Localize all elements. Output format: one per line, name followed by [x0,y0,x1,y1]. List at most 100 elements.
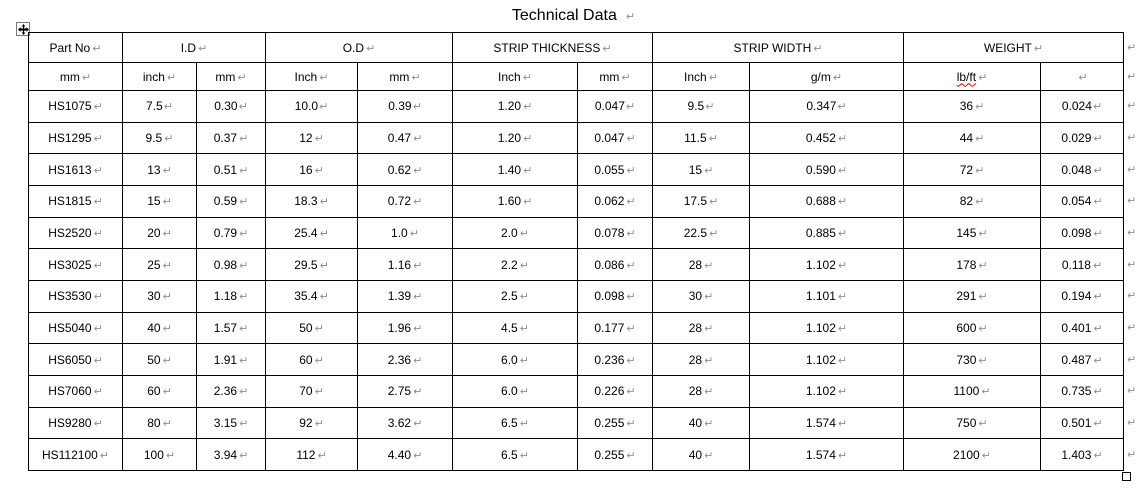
value-cell[interactable]: 35.4 ↵ [265,279,358,313]
header-unit-inch-3[interactable]: Inch ↵ [265,62,358,91]
value-cell[interactable]: 1.16 ↵ [357,248,453,281]
value-cell[interactable]: 2.36 ↵ [196,374,266,408]
value-cell[interactable]: 40 ↵ [652,406,750,440]
value-cell[interactable]: 25.4 ↵ [265,216,358,250]
value-cell[interactable]: 10.0↵ [265,90,358,123]
value-cell[interactable]: 6.0 ↵ [452,343,578,376]
value-cell[interactable]: 2.0 ↵ [452,216,578,250]
value-cell[interactable]: 28 ↵ [652,248,750,281]
part-no-cell[interactable]: HS6050 ↵ [28,343,123,376]
part-no-cell[interactable]: HS9280 ↵ [28,406,123,440]
value-cell[interactable]: 0.054 ↵ [1040,184,1124,218]
value-cell[interactable]: 0.086 ↵ [577,248,653,281]
value-cell[interactable]: 3.62 ↵ [357,406,453,440]
value-cell[interactable]: 17.5 ↵ [652,184,750,218]
value-cell[interactable]: 0.048 ↵ [1040,153,1124,186]
part-no-cell[interactable]: HS1075 ↵ [28,90,123,123]
value-cell[interactable]: 50 ↵ [122,343,197,376]
value-cell[interactable]: 0.047↵ [577,90,653,123]
value-cell[interactable]: 0.51 ↵ [196,153,266,186]
value-cell[interactable]: 1.40 ↵ [452,153,578,186]
page-title[interactable]: Technical Data [511,7,617,24]
value-cell[interactable]: 100 ↵ [122,438,197,471]
value-cell[interactable]: 1.57 ↵ [196,311,266,345]
value-cell[interactable]: 2.36 ↵ [357,343,453,376]
value-cell[interactable]: 0.452 ↵ [749,121,904,155]
value-cell[interactable]: 0.226 ↵ [577,374,653,408]
value-cell[interactable]: 0.062 ↵ [577,184,653,218]
value-cell[interactable]: 18.3 ↵ [265,184,358,218]
value-cell[interactable]: 1.102 ↵ [749,311,904,345]
value-cell[interactable]: 29.5 ↵ [265,248,358,281]
value-cell[interactable]: 1.102 ↵ [749,374,904,408]
part-no-cell[interactable]: HS3530 ↵ [28,279,123,313]
value-cell[interactable]: 1.101 ↵ [749,279,904,313]
value-cell[interactable]: 72 ↵ [903,153,1041,186]
value-cell[interactable]: 3.15 ↵ [196,406,266,440]
value-cell[interactable]: 0.029 ↵ [1040,121,1124,155]
value-cell[interactable]: 2.75 ↵ [357,374,453,408]
header-unit-mm-6[interactable]: mm ↵ [577,62,653,91]
value-cell[interactable]: 20 ↵ [122,216,197,250]
value-cell[interactable]: 1.96 ↵ [357,311,453,345]
value-cell[interactable]: 1.102 ↵ [749,248,904,281]
value-cell[interactable]: 9.5↵ [122,121,197,155]
value-cell[interactable]: 0.347↵ [749,90,904,123]
value-cell[interactable]: 1.403 ↵ [1040,438,1124,471]
table-move-handle[interactable] [16,22,30,36]
header-unit-inch-1[interactable]: inch ↵ [122,62,197,91]
value-cell[interactable]: 7.5↵ [122,90,197,123]
value-cell[interactable]: 1.91 ↵ [196,343,266,376]
header-group-strip-thickness[interactable]: STRIP THICKNESS ↵ [452,32,653,63]
value-cell[interactable]: 0.39↵ [357,90,453,123]
value-cell[interactable]: 0.30↵ [196,90,266,123]
header-group-o-d[interactable]: O.D ↵ [265,32,453,63]
value-cell[interactable]: 0.37 ↵ [196,121,266,155]
value-cell[interactable]: 0.735 ↵ [1040,374,1124,408]
value-cell[interactable]: 6.5 ↵ [452,438,578,471]
value-cell[interactable]: 0.255 ↵ [577,438,653,471]
value-cell[interactable]: 0.255 ↵ [577,406,653,440]
header-unit-empty[interactable]: ↵ [1040,62,1124,91]
value-cell[interactable]: 6.0 ↵ [452,374,578,408]
value-cell[interactable]: 1.102 ↵ [749,343,904,376]
part-no-cell[interactable]: HS5040 ↵ [28,311,123,345]
header-group-strip-width[interactable]: STRIP WIDTH ↵ [652,32,904,63]
value-cell[interactable]: 44 ↵ [903,121,1041,155]
value-cell[interactable]: 0.024↵ [1040,90,1124,123]
value-cell[interactable]: 0.79 ↵ [196,216,266,250]
value-cell[interactable]: 36 ↵ [903,90,1041,123]
value-cell[interactable]: 0.501 ↵ [1040,406,1124,440]
value-cell[interactable]: 0.055 ↵ [577,153,653,186]
value-cell[interactable]: 0.177 ↵ [577,311,653,345]
value-cell[interactable]: 0.078 ↵ [577,216,653,250]
header-unit-mm-2[interactable]: mm ↵ [196,62,266,91]
value-cell[interactable]: 0.688 ↵ [749,184,904,218]
part-no-cell[interactable]: HS3025 ↵ [28,248,123,281]
value-cell[interactable]: 2.5 ↵ [452,279,578,313]
value-cell[interactable]: 0.885 ↵ [749,216,904,250]
value-cell[interactable]: 6.5 ↵ [452,406,578,440]
part-no-cell[interactable]: HS7060 ↵ [28,374,123,408]
value-cell[interactable]: 15 ↵ [122,184,197,218]
header-unit-lb-ft-9[interactable]: lb/ft ↵ [903,62,1041,91]
header-unit-mm-0[interactable]: mm ↵ [28,62,123,91]
value-cell[interactable]: 1.20 ↵ [452,121,578,155]
value-cell[interactable]: 2.2 ↵ [452,248,578,281]
value-cell[interactable]: 22.5 ↵ [652,216,750,250]
header-unit-inch-7[interactable]: Inch ↵ [652,62,750,91]
value-cell[interactable]: 1.39 ↵ [357,279,453,313]
value-cell[interactable]: 9.5↵ [652,90,750,123]
value-cell[interactable]: 3.94 ↵ [196,438,266,471]
value-cell[interactable]: 40 ↵ [122,311,197,345]
value-cell[interactable]: 1.574 ↵ [749,406,904,440]
value-cell[interactable]: 80 ↵ [122,406,197,440]
header-group-part-no[interactable]: Part No ↵ [28,32,123,63]
value-cell[interactable]: 12 ↵ [265,121,358,155]
value-cell[interactable]: 1.60 ↵ [452,184,578,218]
value-cell[interactable]: 750 ↵ [903,406,1041,440]
header-unit-mm-4[interactable]: mm ↵ [357,62,453,91]
value-cell[interactable]: 1.0 ↵ [357,216,453,250]
value-cell[interactable]: 1.20 ↵ [452,90,578,123]
value-cell[interactable]: 25 ↵ [122,248,197,281]
